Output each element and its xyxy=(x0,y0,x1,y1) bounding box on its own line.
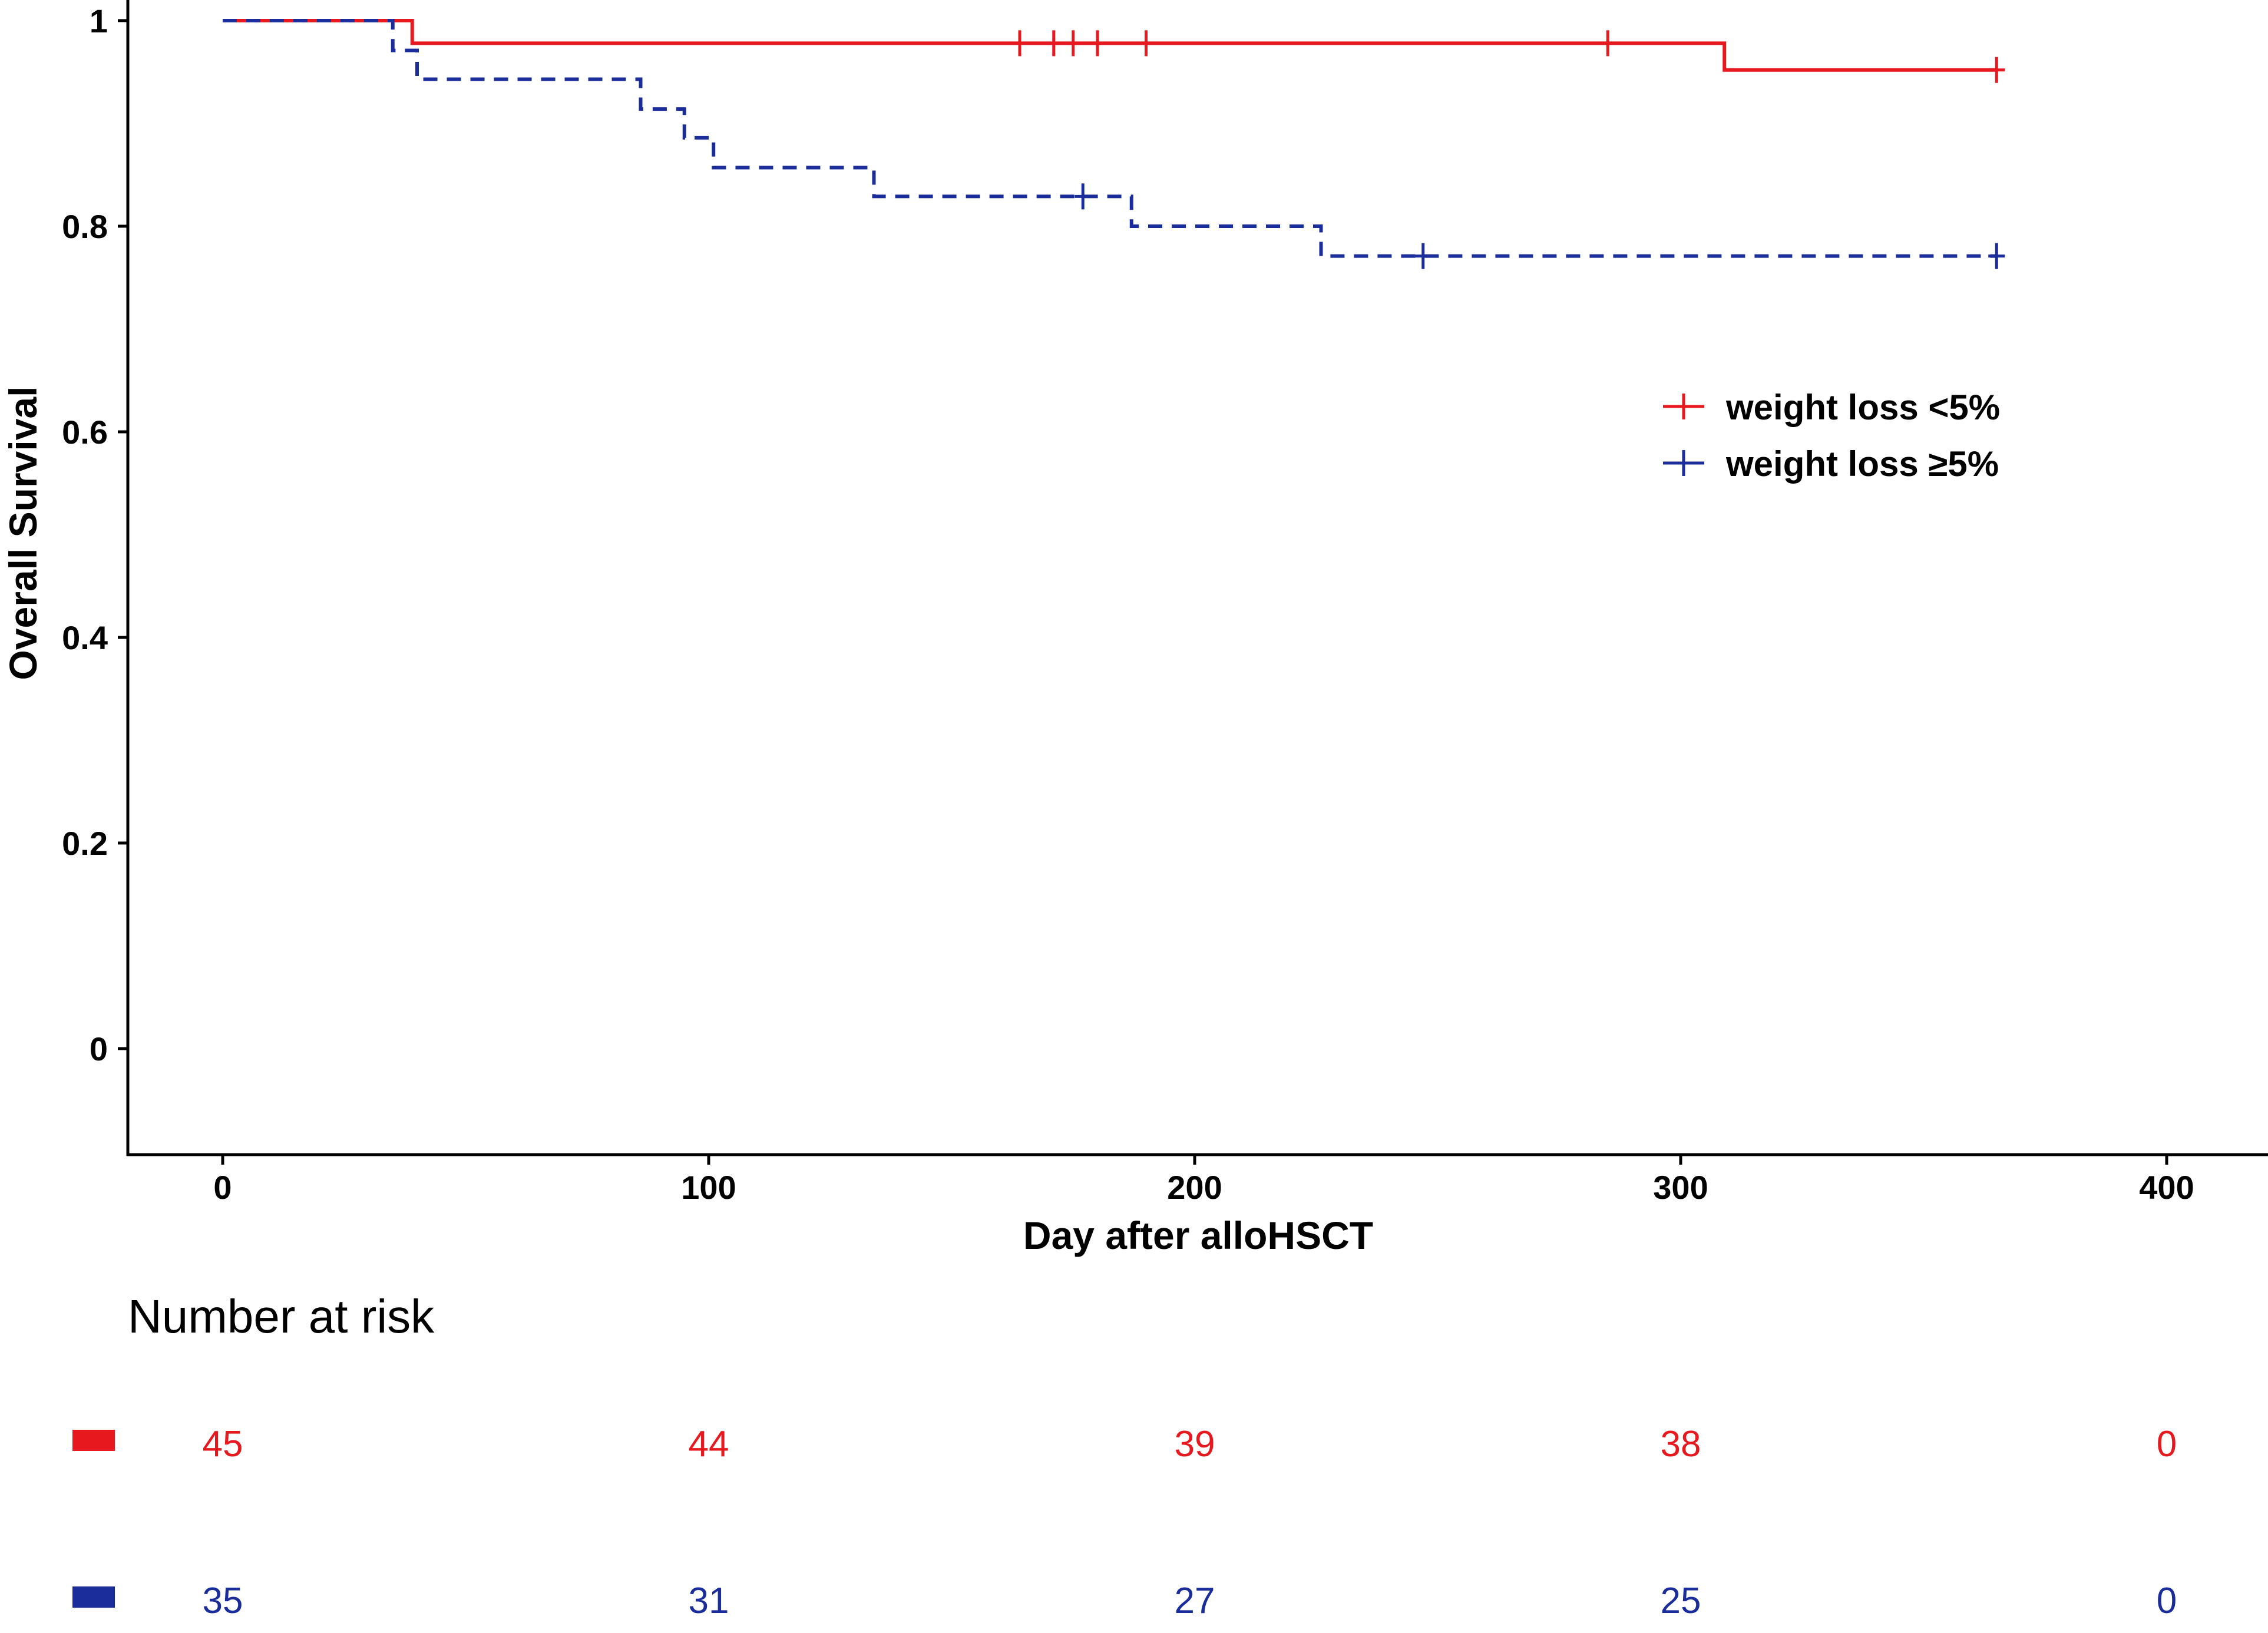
risk-row-swatch xyxy=(72,1586,115,1608)
legend-label-1: weight loss ≥5% xyxy=(1725,444,1999,484)
risk-count: 31 xyxy=(689,1581,729,1621)
risk-count: 25 xyxy=(1661,1581,1701,1621)
x-axis-title: Day after alloHSCT xyxy=(1023,1214,1373,1257)
risk-count: 27 xyxy=(1175,1581,1215,1621)
legend: weight loss <5% weight loss ≥5% xyxy=(1663,388,2000,484)
y-tick-label: 0.8 xyxy=(62,208,108,245)
y-tick-label: 1 xyxy=(90,2,108,39)
risk-table-title: Number at risk xyxy=(128,1290,435,1343)
risk-count: 39 xyxy=(1175,1424,1215,1465)
y-tick-label: 0.4 xyxy=(62,619,108,656)
x-tick-label: 300 xyxy=(1653,1169,1708,1206)
y-ticks: 0 0.2 0.4 0.6 0.8 1 xyxy=(62,2,128,1067)
y-tick-label: 0.2 xyxy=(62,825,108,862)
risk-count: 45 xyxy=(203,1424,243,1465)
x-tick-label: 200 xyxy=(1167,1169,1222,1206)
x-tick-label: 0 xyxy=(213,1169,232,1206)
series-layer xyxy=(223,19,2005,269)
y-tick-label: 0 xyxy=(90,1030,108,1067)
risk-count: 0 xyxy=(2157,1581,2177,1621)
series-line-1 xyxy=(223,19,1997,258)
legend-label-0: weight loss <5% xyxy=(1725,388,2000,427)
risk-table: 45 44 39 38 0 35 31 27 25 0 xyxy=(72,1424,2177,1621)
risk-count: 35 xyxy=(203,1581,243,1621)
risk-count: 0 xyxy=(2157,1424,2177,1465)
risk-count: 44 xyxy=(689,1424,729,1465)
risk-row-swatch xyxy=(72,1430,115,1451)
axes xyxy=(126,0,2268,1156)
x-tick-label: 100 xyxy=(681,1169,736,1206)
y-axis-title: Overall Survival xyxy=(1,386,45,680)
risk-count: 38 xyxy=(1661,1424,1701,1465)
y-tick-label: 0.6 xyxy=(62,414,108,451)
x-tick-label: 400 xyxy=(2139,1169,2194,1206)
series-line-0 xyxy=(223,19,1997,72)
x-ticks: 0 100 200 300 400 xyxy=(213,1155,2194,1206)
